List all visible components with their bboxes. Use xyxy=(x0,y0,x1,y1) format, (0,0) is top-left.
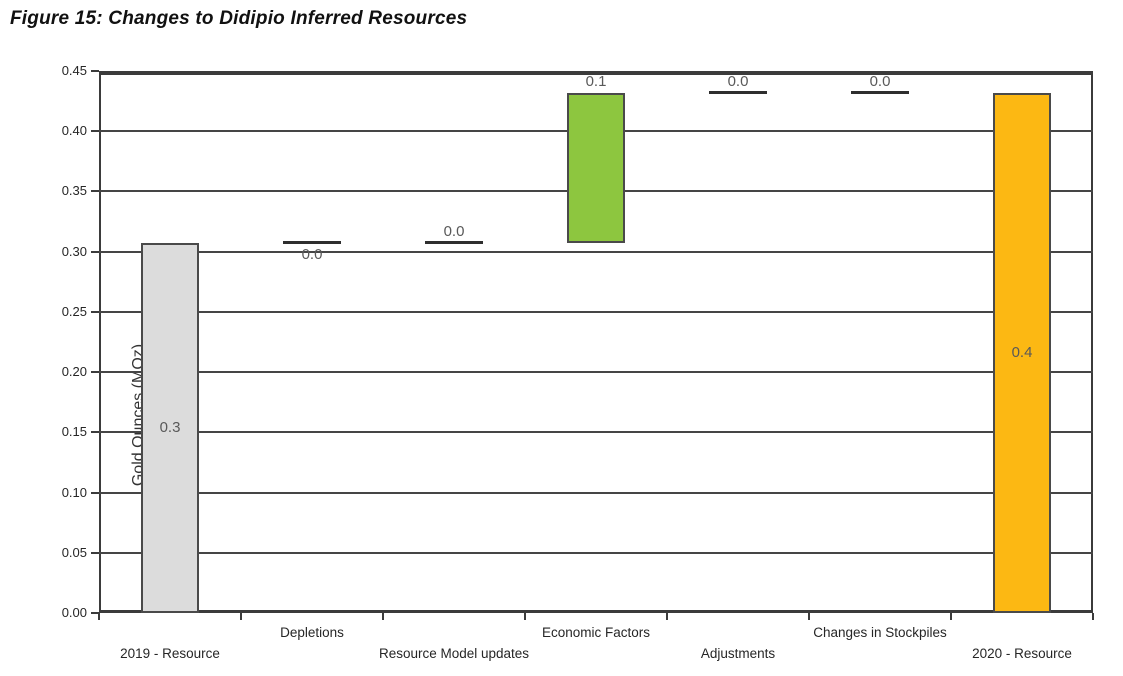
y-tick-label-0.45: 0.45 xyxy=(61,63,87,78)
data-label-2020---resource: 0.4 xyxy=(1011,343,1033,361)
x-tick-4 xyxy=(666,613,668,620)
x-tick-1 xyxy=(240,613,242,620)
data-label-depletions: 0.0 xyxy=(301,246,323,264)
y-tick-label-0.35: 0.35 xyxy=(61,183,87,199)
gridline-0.15 xyxy=(99,431,1093,434)
data-label-2019---resource: 0.3 xyxy=(159,419,181,437)
x-category-label-2020---resource: 2020 - Resource xyxy=(972,646,1072,661)
connector-changes-in-stockpiles xyxy=(851,90,909,94)
y-tick-0.35 xyxy=(91,190,99,193)
gridline-0.10 xyxy=(99,491,1093,494)
x-tick-5 xyxy=(808,613,810,620)
y-tick-0.00 xyxy=(91,612,99,614)
bar-2019---resource xyxy=(141,243,199,613)
data-label-economic-factors: 0.1 xyxy=(585,72,607,90)
y-tick-label-0.00: 0.00 xyxy=(61,605,87,620)
y-tick-label-0.40: 0.40 xyxy=(61,123,87,139)
bar-2020---resource xyxy=(993,92,1051,613)
y-tick-label-0.15: 0.15 xyxy=(61,424,87,440)
x-category-label-economic-factors: Economic Factors xyxy=(541,625,651,640)
y-tick-0.25 xyxy=(91,310,99,313)
x-category-label-resource-model-updates: Resource Model updates xyxy=(378,646,530,661)
data-label-adjustments: 0.0 xyxy=(727,72,749,90)
connector-adjustments xyxy=(709,90,767,94)
gridline-0.30 xyxy=(99,250,1093,253)
gridline-0.05 xyxy=(99,551,1093,554)
x-tick-7 xyxy=(1092,613,1094,620)
y-tick-0.15 xyxy=(91,431,99,434)
x-category-label-adjustments: Adjustments xyxy=(700,646,776,661)
x-tick-2 xyxy=(382,613,384,620)
y-tick-label-0.10: 0.10 xyxy=(61,484,87,500)
data-label-resource-model-updates: 0.0 xyxy=(443,223,465,241)
connector-depletions xyxy=(283,241,341,245)
y-tick-0.20 xyxy=(91,371,99,374)
y-tick-0.05 xyxy=(91,551,99,554)
x-tick-3 xyxy=(524,613,526,620)
x-category-label-2019---resource: 2019 - Resource xyxy=(120,646,220,661)
y-tick-label-0.05: 0.05 xyxy=(61,544,87,560)
bar-economic-factors xyxy=(567,92,625,244)
gridline-0.25 xyxy=(99,310,1093,313)
x-tick-6 xyxy=(950,613,952,620)
y-tick-label-0.25: 0.25 xyxy=(61,303,87,319)
y-tick-label-0.20: 0.20 xyxy=(61,364,87,380)
y-tick-0.30 xyxy=(91,250,99,253)
gridline-0.20 xyxy=(99,371,1093,374)
figure-title: Figure 15: Changes to Didipio Inferred R… xyxy=(10,8,468,29)
x-category-label-depletions: Depletions xyxy=(280,625,344,640)
x-tick-0 xyxy=(98,613,100,620)
y-tick-label-0.30: 0.30 xyxy=(61,243,87,259)
data-label-changes-in-stockpiles: 0.0 xyxy=(869,72,891,90)
y-tick-0.45 xyxy=(91,70,99,72)
y-tick-0.10 xyxy=(91,491,99,494)
x-category-label-changes-in-stockpiles: Changes in Stockpiles xyxy=(813,625,947,640)
connector-resource-model-updates xyxy=(425,241,483,245)
y-tick-0.40 xyxy=(91,130,99,133)
